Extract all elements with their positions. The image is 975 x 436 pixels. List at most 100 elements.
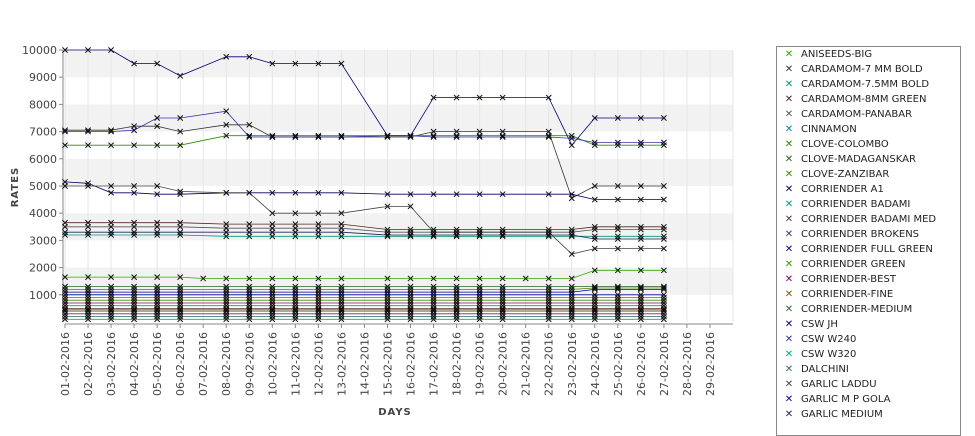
data-point [568,289,575,296]
data-point [223,308,230,315]
data-point [637,139,644,146]
data-point [568,191,575,198]
grid-band [65,240,733,268]
data-point [591,313,598,320]
data-point [407,308,414,315]
data-point [85,300,91,306]
legend-marker-icon: ✕ [784,289,794,300]
data-point [637,236,644,242]
data-point [85,289,91,296]
legend-marker-icon: ✕ [784,214,794,225]
data-point [476,306,483,313]
y-tick-label: 1000 [29,289,57,302]
data-point [177,291,184,298]
series-line [65,226,664,233]
data-point [177,305,184,312]
data-point [430,289,437,296]
data-point [499,289,506,296]
data-point [453,94,460,101]
legend-label: GARLIC LADDU [801,379,877,390]
data-point [637,316,644,323]
data-point [430,294,437,301]
data-point [637,223,644,230]
data-point [269,283,276,290]
data-point [591,196,598,203]
data-point [430,229,437,236]
series-line [65,49,664,146]
legend-marker-icon: ✕ [784,79,794,90]
data-point [154,223,161,230]
data-point [62,283,68,290]
data-point [591,306,598,313]
data-point [246,283,253,290]
data-point [384,294,391,301]
x-tick-label: 09-02-2016 [243,332,256,396]
data-point [338,275,345,282]
legend-item: ✕ CORRIENDER FULL GREEN [777,242,960,257]
data-point [62,229,68,236]
legend-marker-icon: ✕ [784,304,794,315]
data-point [338,306,345,313]
data-point [660,267,667,274]
data-point [85,47,91,53]
legend-label: DALCHINI [801,364,849,375]
data-point [62,127,68,134]
data-point [131,313,138,320]
legend-marker-icon: ✕ [784,64,794,75]
data-point [177,223,184,230]
data-point [62,300,68,306]
data-point [660,285,667,291]
data-point [62,313,68,320]
series-line [65,124,664,199]
data-point [614,226,621,233]
data-point [568,313,575,320]
data-point [453,286,460,293]
data-point [545,94,552,101]
data-point [545,308,552,315]
data-point [131,286,138,293]
data-point [568,294,575,301]
data-point [85,274,91,281]
data-point [292,283,299,290]
legend-item: ✕ CSW JH [777,317,960,332]
legend-marker-icon: ✕ [784,319,794,330]
legend-label: CSW W320 [801,349,857,360]
data-point [591,294,598,301]
x-tick-label: 22-02-2016 [543,332,556,396]
line-chart: 1000 2000 3000 4000 5000 6000 7000 8000 9000 1000… [10,44,734,418]
data-point [315,132,322,139]
x-tick-label: 02-02-2016 [82,332,95,396]
data-point [660,294,667,301]
data-point [453,275,460,282]
legend-label: CSW W240 [801,334,857,345]
series-line [65,185,664,255]
data-point [315,316,322,323]
data-point [223,305,230,312]
data-point [660,115,667,121]
data-point [499,286,506,293]
data-point [568,232,575,238]
legend-label: CORRIENDER-MEDIUM [801,304,913,315]
data-point [591,183,598,189]
data-point [246,289,253,296]
data-point [568,308,575,315]
y-tick-label: 8000 [29,98,57,111]
legend-marker-icon: ✕ [784,139,794,150]
y-tick-label: 6000 [29,153,57,166]
legend-marker-icon: ✕ [784,259,794,270]
data-point [568,297,575,304]
x-tick-label: 06-02-2016 [174,332,187,396]
data-point [85,283,91,290]
data-point [85,127,91,134]
data-point [62,274,68,281]
data-point [568,316,575,323]
data-point [269,316,276,323]
data-point [660,139,667,146]
data-point [384,289,391,296]
data-point [292,60,299,67]
x-tick-label: 18-02-2016 [451,332,464,396]
data-point [430,297,437,304]
data-point [62,47,68,53]
data-point [660,226,667,233]
data-point [430,132,437,139]
